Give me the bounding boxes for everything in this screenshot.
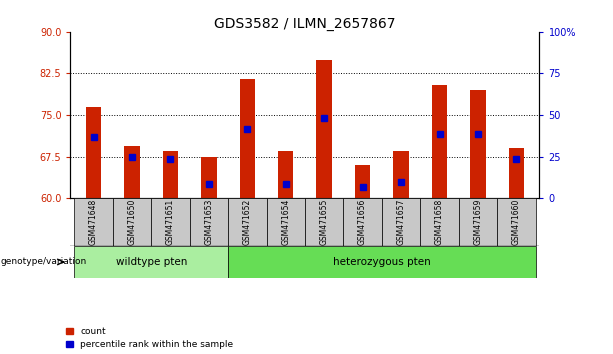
- Bar: [382, 198, 421, 246]
- Text: GSM471652: GSM471652: [243, 199, 252, 245]
- Text: genotype/variation: genotype/variation: [1, 257, 87, 267]
- Bar: [421, 198, 459, 246]
- Text: GSM471648: GSM471648: [89, 199, 98, 245]
- Bar: [470, 90, 485, 198]
- Bar: [355, 165, 370, 198]
- Text: GSM471653: GSM471653: [204, 199, 213, 245]
- Text: heterozygous pten: heterozygous pten: [333, 257, 431, 267]
- Bar: [74, 198, 113, 246]
- Bar: [74, 246, 228, 278]
- Bar: [278, 151, 294, 198]
- Text: GSM471654: GSM471654: [281, 199, 290, 245]
- Legend: count, percentile rank within the sample: count, percentile rank within the sample: [66, 327, 234, 349]
- Bar: [497, 198, 536, 246]
- Text: GSM471660: GSM471660: [512, 199, 521, 245]
- Bar: [394, 151, 409, 198]
- Text: GSM471658: GSM471658: [435, 199, 444, 245]
- Bar: [86, 107, 101, 198]
- Text: GSM471650: GSM471650: [128, 199, 137, 245]
- Bar: [459, 198, 497, 246]
- Bar: [509, 148, 524, 198]
- Bar: [228, 246, 536, 278]
- Bar: [151, 198, 189, 246]
- Bar: [113, 198, 151, 246]
- Bar: [162, 151, 178, 198]
- Bar: [267, 198, 305, 246]
- Bar: [316, 59, 332, 198]
- Bar: [201, 156, 216, 198]
- Bar: [343, 198, 382, 246]
- Text: GSM471655: GSM471655: [320, 199, 329, 245]
- Text: GSM471656: GSM471656: [358, 199, 367, 245]
- Bar: [124, 145, 140, 198]
- Bar: [240, 79, 255, 198]
- Bar: [305, 198, 343, 246]
- Bar: [189, 198, 228, 246]
- Title: GDS3582 / ILMN_2657867: GDS3582 / ILMN_2657867: [214, 17, 396, 31]
- Text: GSM471657: GSM471657: [397, 199, 406, 245]
- Bar: [432, 85, 447, 198]
- Text: GSM471659: GSM471659: [473, 199, 482, 245]
- Bar: [228, 198, 267, 246]
- Text: wildtype pten: wildtype pten: [115, 257, 187, 267]
- Text: GSM471651: GSM471651: [166, 199, 175, 245]
